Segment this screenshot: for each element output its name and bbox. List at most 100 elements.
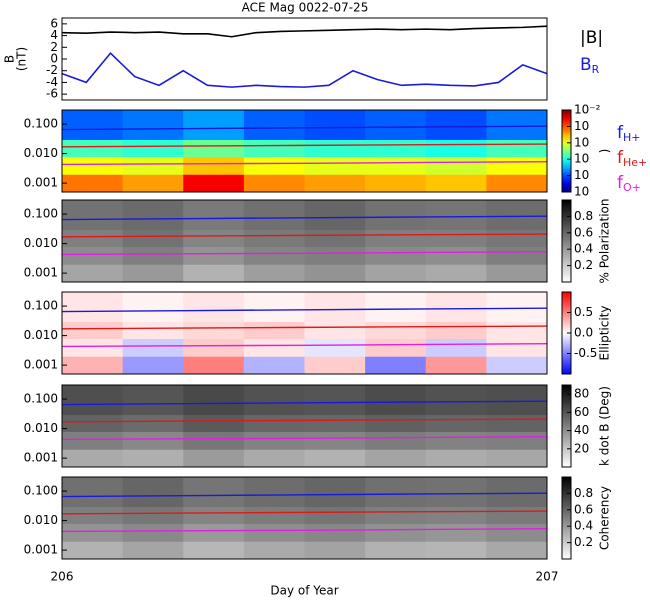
spectrogram-cell — [243, 229, 305, 247]
series-line — [61, 400, 548, 406]
legend-entry: fH+ — [617, 123, 641, 144]
spectrogram-cell — [62, 264, 124, 283]
spectrogram-cell — [425, 431, 487, 450]
series-line — [61, 418, 548, 423]
spectrogram-cell — [122, 356, 184, 375]
y-tick-label: 0.001 — [24, 451, 58, 465]
spectrogram-cell — [486, 174, 548, 193]
series-line — [61, 215, 548, 221]
y-tick-label: 0.100 — [24, 117, 58, 131]
spectrogram-cell — [425, 264, 487, 283]
y-tick-label: 0.001 — [24, 176, 58, 190]
spectrogram-cell — [304, 356, 366, 375]
legend-entry: fHe+ — [617, 148, 647, 169]
series-line — [61, 51, 548, 88]
spectrogram-cell — [183, 321, 245, 339]
colorbar-tick-label: 0.4 — [574, 242, 593, 256]
spectrogram-cell — [62, 292, 124, 323]
panel-frame — [61, 384, 548, 468]
y-tick-label: 0.010 — [24, 146, 58, 160]
spectrogram-cell — [486, 156, 548, 175]
spectrogram-cell — [243, 506, 305, 524]
spectrogram-cell — [62, 139, 124, 157]
spectrogram-cell — [304, 156, 366, 175]
spectrogram-cell — [425, 338, 487, 357]
spectrogram-cell — [486, 110, 548, 141]
spectrogram-cell — [183, 431, 245, 450]
colorbar-tick-label: 10 — [574, 185, 589, 199]
spectrogram-cell — [62, 523, 124, 542]
y-tick-label: 4 — [50, 28, 58, 42]
spectrogram-cell — [122, 156, 184, 175]
chart-title: ACE Mag 0022-07-25 — [242, 1, 369, 15]
colorbar-tick-label: 0.4 — [574, 519, 593, 533]
spectrogram-cell — [122, 321, 184, 339]
y-tick-label: 0.010 — [24, 421, 58, 435]
spectrogram-cell — [486, 414, 548, 432]
spectrogram-cell — [122, 414, 184, 432]
spectrogram-cell — [183, 174, 245, 193]
spectrogram-cell — [62, 449, 124, 468]
colorbar-tick-label: 0.2 — [574, 535, 593, 549]
spectrogram-cell — [365, 477, 427, 508]
colorbar-tick-label: 0.8 — [574, 486, 593, 500]
y-tick-label: -4 — [46, 75, 58, 89]
spectrogram-cell — [486, 139, 548, 157]
spectrogram-cell — [183, 449, 245, 468]
spectrogram-cell — [122, 200, 184, 231]
legend-text: B — [580, 55, 592, 75]
legend-text: f — [617, 148, 624, 168]
x-tick-label: 207 — [536, 570, 559, 584]
legend-entry: fO+ — [617, 173, 641, 194]
y-tick-label: 0.001 — [24, 266, 58, 280]
series-line — [61, 325, 548, 330]
colorbar-tick-label: 0.2 — [574, 258, 593, 272]
spectrogram-cell — [425, 229, 487, 247]
spectrogram-cell — [365, 156, 427, 175]
y-tick-label: 0.100 — [24, 299, 58, 313]
series-line — [61, 343, 548, 348]
spectrogram-cell — [425, 139, 487, 157]
y-tick-label: 0 — [50, 52, 58, 66]
colorbar-tick-label: 40 — [574, 423, 589, 437]
spectrogram-cell — [183, 414, 245, 432]
spectrogram-cell — [425, 523, 487, 542]
legend-subscript: He+ — [623, 156, 647, 169]
spectrogram-cell — [122, 264, 184, 283]
spectrogram-cell — [304, 506, 366, 524]
colorbar-tick-label: 0.5 — [574, 305, 593, 319]
spectrogram-cell — [122, 174, 184, 193]
spectrogram-cell — [62, 385, 124, 416]
spectrogram-cell — [486, 338, 548, 357]
spectrogram-cell — [183, 139, 245, 157]
y-axis-label: B — [3, 55, 17, 63]
colorbar-label: k dot B (Deg) — [598, 386, 612, 466]
colorbar — [561, 199, 572, 283]
spectrogram-cell — [365, 110, 427, 141]
series-line — [61, 510, 548, 515]
spectrogram-cell — [243, 338, 305, 357]
spectrogram-cell — [304, 264, 366, 283]
series-line — [61, 125, 548, 131]
spectrogram-cell — [183, 264, 245, 283]
spectrogram-cell — [243, 264, 305, 283]
spectrogram-cell — [365, 338, 427, 357]
spectrogram-cell — [62, 229, 124, 247]
series-line — [61, 307, 548, 313]
y-tick-label: 0.010 — [24, 513, 58, 527]
spectrogram-cell — [183, 356, 245, 375]
spectrogram-cell — [62, 110, 124, 141]
colorbar-tick-label: 20 — [574, 441, 589, 455]
spectrogram-cell — [62, 156, 124, 175]
spectrogram-cell — [243, 174, 305, 193]
spectrogram-cell — [365, 414, 427, 432]
y-tick-label: 6 — [50, 16, 58, 30]
legend-subscript: R — [592, 63, 600, 76]
series-line — [61, 143, 548, 148]
spectrogram-cell — [304, 174, 366, 193]
spectrogram-cell — [304, 523, 366, 542]
spectrogram-cell — [62, 338, 124, 357]
spectrogram-cell — [122, 477, 184, 508]
spectrogram-cell — [304, 338, 366, 357]
